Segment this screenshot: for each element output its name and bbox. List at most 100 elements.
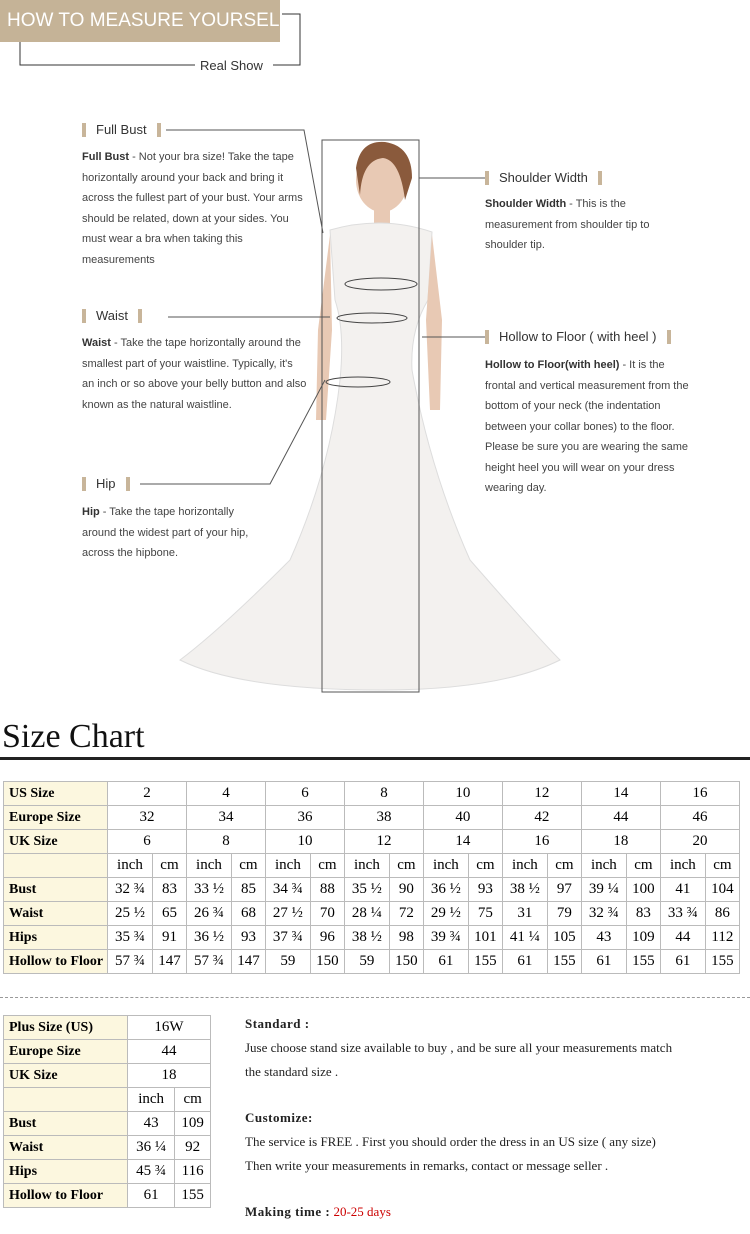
cell: 104 — [704, 877, 741, 902]
cell: 92 — [174, 1135, 211, 1160]
cell: 105 — [546, 925, 582, 950]
cell: 101 — [467, 925, 503, 950]
measure-label: Hollow to Floor ( with heel ) — [485, 330, 671, 344]
cell: 97 — [546, 877, 582, 902]
cell: 88 — [309, 877, 345, 902]
cell: 29 ½ — [422, 901, 469, 926]
cell: cm — [151, 853, 187, 878]
cell: inch — [107, 853, 153, 878]
cell: 36 ½ — [185, 925, 232, 950]
cell: 36 ½ — [422, 877, 469, 902]
cell: 85 — [230, 877, 266, 902]
cell: 45 ¾ — [126, 1159, 176, 1184]
size-chart-title: Size Chart — [2, 718, 145, 755]
header-bg — [0, 0, 280, 42]
cell: 155 — [704, 949, 741, 974]
cell: 26 ¾ — [185, 901, 232, 926]
cell: 44 — [659, 925, 706, 950]
row-label: Waist — [3, 901, 108, 926]
table-row: Plus Size (US) 16W — [3, 1015, 211, 1040]
cell: 14 — [422, 829, 503, 854]
cell: 18 — [127, 1063, 211, 1088]
cell: 36 ¼ — [126, 1135, 176, 1160]
cell: 46 — [659, 805, 741, 830]
cell: inch — [422, 853, 469, 878]
divider — [0, 757, 750, 760]
cell: 43 — [126, 1111, 176, 1136]
cell: 35 ¾ — [107, 925, 153, 950]
cell: inch — [501, 853, 548, 878]
note-heading: Making time : — [245, 1204, 331, 1219]
cell: 57 ¾ — [107, 949, 153, 974]
table-row: Hollow to Floor 57 ¾ 147 57 ¾ 147 59 150 59 150 6… — [3, 949, 741, 974]
plus-size-table: Plus Size (US) 16W Europe Size 44 UK Size 18 i… — [3, 1015, 211, 1208]
measure-label: Full Bust — [82, 123, 161, 137]
cell: 61 — [501, 949, 548, 974]
cell: 32 — [107, 805, 187, 830]
cell: 41 ¼ — [501, 925, 548, 950]
row-label: UK Size — [3, 1063, 128, 1088]
table-row: Bust 32 ¾ 83 33 ½ 85 34 ¾ 88 35 ½ 90 36 ½ 93 38 ½ 97… — [3, 877, 741, 902]
cell: 155 — [174, 1183, 211, 1208]
cell: 20 — [659, 829, 741, 854]
cell: 93 — [230, 925, 266, 950]
cell: 86 — [704, 901, 741, 926]
cell: 43 — [580, 925, 627, 950]
cell: inch — [264, 853, 311, 878]
divider — [0, 997, 750, 998]
table-row: UK Size 18 — [3, 1063, 211, 1088]
table-row: Europe Size 32 34 36 38 40 42 44 46 — [3, 805, 741, 830]
row-label: Hips — [3, 1159, 128, 1184]
measure-desc: - Take the tape horizontally around the … — [82, 337, 307, 411]
cell: 75 — [467, 901, 503, 926]
row-label: Europe Size — [3, 805, 108, 830]
measure-desc: - This is the measurement from shoulder … — [485, 198, 650, 251]
cell: 147 — [151, 949, 187, 974]
making-time: Making time : 20-25 days — [245, 1200, 672, 1224]
table-row: UK Size 6 8 10 12 14 16 18 20 — [3, 829, 741, 854]
cell: 155 — [625, 949, 661, 974]
cell: 14 — [580, 781, 661, 806]
cell: 61 — [659, 949, 706, 974]
cell: 38 ½ — [501, 877, 548, 902]
table-row: Waist 36 ¼ 92 — [3, 1135, 211, 1160]
cell: 35 ½ — [343, 877, 390, 902]
cell: cm — [388, 853, 424, 878]
cell: 59 — [264, 949, 311, 974]
measure-term: Hollow to Floor(with heel) — [485, 359, 620, 371]
measure-term: Shoulder Width — [485, 198, 567, 210]
cell: cm — [625, 853, 661, 878]
cell: 61 — [422, 949, 469, 974]
measure-label: Waist — [82, 309, 143, 323]
note-line: the standard size . — [245, 1064, 339, 1079]
cell: 16 — [659, 781, 741, 806]
cell: 32 ¾ — [107, 877, 153, 902]
cell: 150 — [388, 949, 424, 974]
cell: 98 — [388, 925, 424, 950]
row-label: Hips — [3, 925, 108, 950]
size-table: US Size 2 4 6 8 10 12 14 16 Europe Size 32 34 36 38 40… — [3, 781, 741, 974]
cell: 12 — [343, 829, 424, 854]
row-label: Hollow to Floor — [3, 949, 108, 974]
cell: 70 — [309, 901, 345, 926]
cell: 16 — [501, 829, 582, 854]
header-subtitle: Real Show — [200, 58, 263, 73]
cell: 18 — [580, 829, 661, 854]
table-row: Bust 43 109 — [3, 1111, 211, 1136]
cell: 36 — [264, 805, 345, 830]
cell: 41 — [659, 877, 706, 902]
cell: 59 — [343, 949, 390, 974]
cell: 100 — [625, 877, 661, 902]
measure-desc: - Take the tape horizontally around the … — [82, 506, 249, 559]
cell: 28 ¼ — [343, 901, 390, 926]
cell: 34 — [185, 805, 266, 830]
cell: 61 — [126, 1183, 176, 1208]
cell: 61 — [580, 949, 627, 974]
cell: inch — [185, 853, 232, 878]
cell: 37 ¾ — [264, 925, 311, 950]
measure-label: Hip — [82, 477, 130, 491]
cell: inch — [126, 1087, 176, 1112]
cell: cm — [309, 853, 345, 878]
